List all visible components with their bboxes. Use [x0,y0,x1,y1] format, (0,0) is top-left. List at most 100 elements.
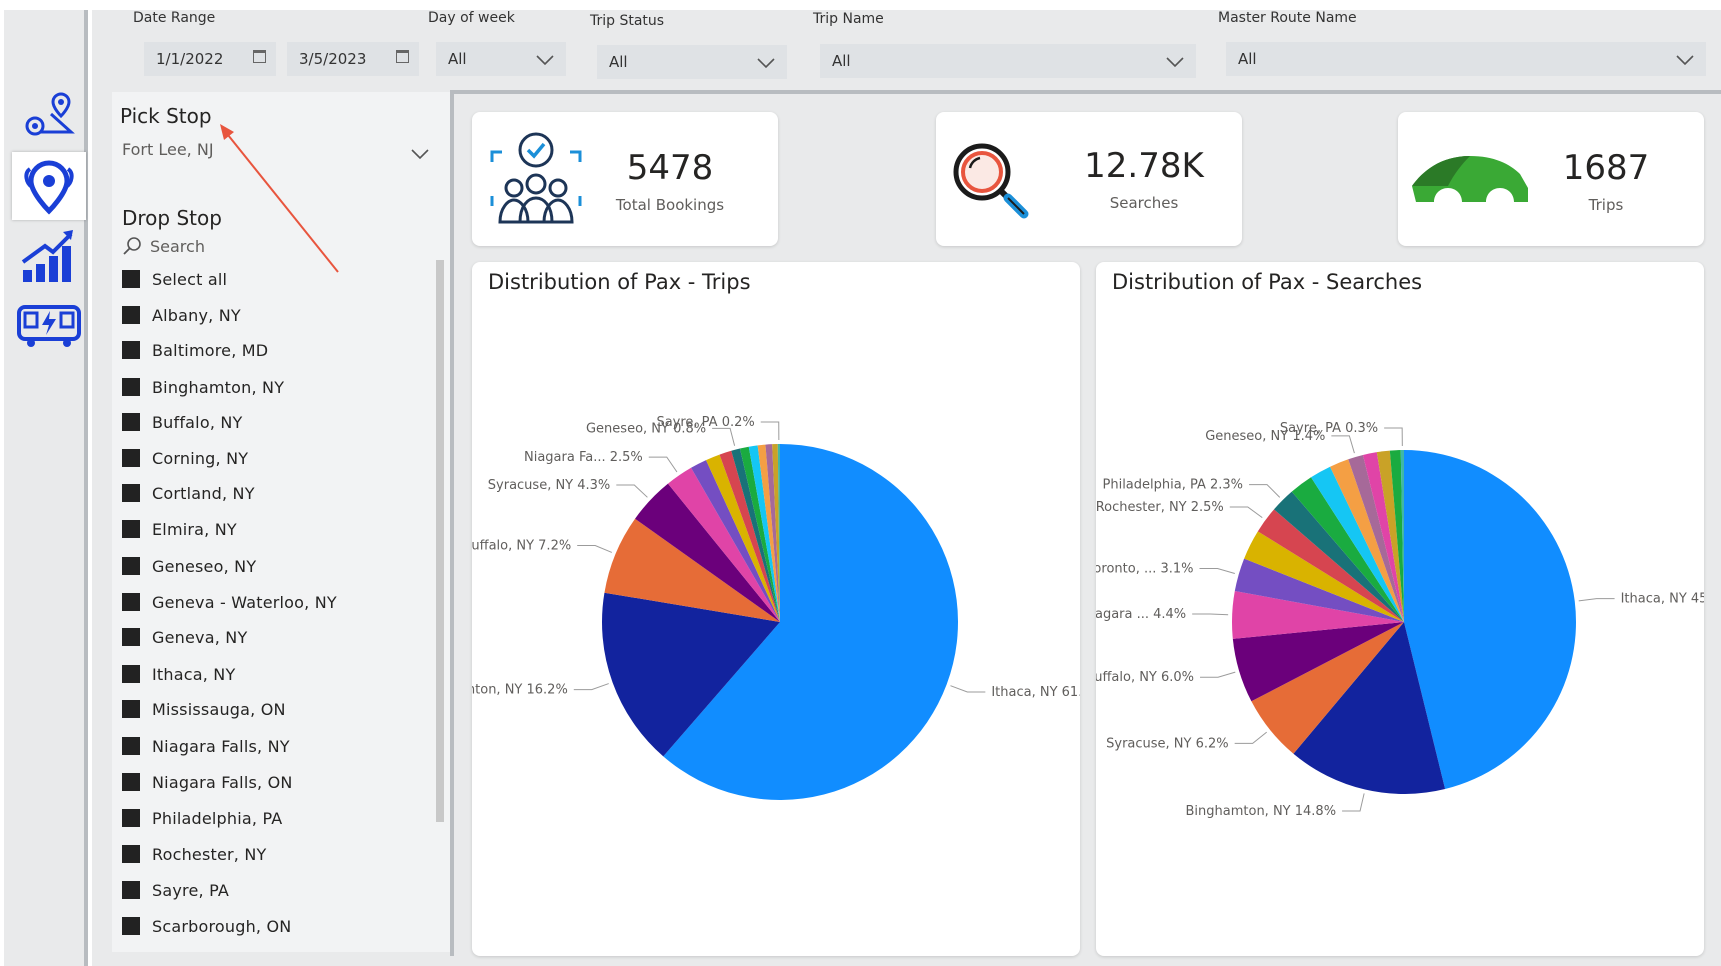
checkbox[interactable] [122,484,140,502]
pie-slice[interactable] [667,467,780,622]
scrollbar[interactable] [436,260,444,822]
pie-slice[interactable] [1348,454,1404,622]
pick-stop-dropdown[interactable]: Fort Lee, NJ [122,140,432,170]
trip-name-dropdown[interactable]: All [820,44,1196,78]
list-item[interactable]: Mississauga, ON [122,694,286,724]
pie-slice[interactable] [1251,622,1404,754]
list-item-label: Baltimore, MD [152,340,269,360]
checkbox[interactable] [122,306,140,324]
checkbox[interactable] [122,520,140,538]
pie-slice[interactable] [748,445,780,622]
list-item-label: Geneva - Waterloo, NY [152,592,337,612]
data-label: Syracuse, NY 4.3% [488,478,611,493]
trip-name-value: All [832,52,851,70]
list-item[interactable]: Scarborough, ON [122,911,291,941]
checkbox[interactable] [122,413,140,431]
pie-slice[interactable] [765,444,780,622]
pie-slice[interactable] [739,446,780,622]
kpi-card-trips: 1687 Trips [1398,112,1704,246]
nav-analytics-button[interactable] [12,222,86,290]
checkbox[interactable] [122,737,140,755]
list-item[interactable]: Albany, NY [122,300,241,330]
pie-slice[interactable] [1291,477,1404,622]
calendar-icon[interactable] [253,50,266,63]
list-item[interactable]: Geneva, NY [122,622,247,652]
list-item[interactable]: Binghamton, NY [122,372,284,402]
pie-slice[interactable] [777,444,780,622]
pie-slice[interactable] [1330,459,1404,622]
checkbox[interactable] [122,665,140,683]
pie-slice[interactable] [1232,622,1404,702]
trip-name-label: Trip Name [813,11,884,27]
pie-slice[interactable] [1362,452,1404,622]
data-label: Niagara Fa... 2.5% [524,450,643,465]
list-item[interactable]: Baltimore, MD [122,335,268,365]
data-label: Binghamton, NY 16.2% [472,683,568,698]
chevron-down-icon [757,58,775,69]
pie-slice[interactable] [772,444,780,622]
checkbox[interactable] [122,773,140,791]
checkbox[interactable] [122,378,140,396]
pie-slice[interactable] [1257,509,1404,622]
date-start-input[interactable]: 1/1/2022 [144,42,276,76]
list-item-label: Philadelphia, PA [152,808,283,828]
pie-slice[interactable] [691,460,780,622]
checkbox[interactable] [122,449,140,467]
pie-slice[interactable] [731,448,780,622]
list-item[interactable]: Rochester, NY [122,839,267,869]
nav-fleet-button[interactable] [12,292,86,360]
checkbox[interactable] [122,557,140,575]
pie-slice[interactable] [1311,466,1404,622]
chart-title: Distribution of Pax - Searches [1112,270,1423,294]
list-item[interactable]: Corning, NY [122,443,248,473]
pie-slice[interactable] [1376,450,1404,622]
pie-slice[interactable] [706,454,780,622]
checkbox[interactable] [122,809,140,827]
pie-slice[interactable] [602,592,780,757]
pie-slice[interactable] [1232,591,1404,639]
pie-slice[interactable] [635,483,780,622]
nav-locations-button[interactable] [12,152,86,220]
list-item[interactable]: Buffalo, NY [122,407,243,437]
data-label: Philadelphia, PA 2.3% [1103,478,1244,493]
checkbox[interactable] [122,341,140,359]
checkbox[interactable] [122,628,140,646]
magnifier-icon [953,143,1029,219]
list-item[interactable]: Sayre, PA [122,875,229,905]
pie-slice[interactable] [1400,450,1404,622]
checkbox[interactable] [122,700,140,718]
list-item[interactable]: Geneseo, NY [122,551,256,581]
checkbox[interactable] [122,845,140,863]
list-item[interactable]: Select all [122,264,227,294]
list-item-label: Scarborough, ON [152,916,292,936]
checkbox[interactable] [122,593,140,611]
date-end-input[interactable]: 3/5/2023 [287,42,419,76]
pie-slice[interactable] [757,444,780,622]
trip-status-dropdown[interactable]: All [597,45,787,79]
checkbox[interactable] [122,270,140,288]
nav-route-map-button[interactable] [12,82,86,150]
list-item[interactable]: Niagara Falls, ON [122,767,293,797]
list-item[interactable]: Cortland, NY [122,478,255,508]
day-of-week-dropdown[interactable]: All [436,42,566,76]
checkbox[interactable] [122,881,140,899]
list-item[interactable]: Philadelphia, PA [122,803,282,833]
pie-slice[interactable] [1244,531,1404,622]
checkbox[interactable] [122,917,140,935]
pie-slice[interactable] [1404,450,1576,790]
chevron-down-icon [1676,55,1694,66]
list-item[interactable]: Elmira, NY [122,514,237,544]
pie-slice[interactable] [1234,558,1404,622]
pie-slice[interactable] [719,450,780,622]
master-route-dropdown[interactable]: All [1226,42,1706,76]
list-item[interactable]: Geneva - Waterloo, NY [122,587,337,617]
list-item[interactable]: Ithaca, NY [122,659,235,689]
pie-slice[interactable] [1389,450,1404,622]
calendar-icon[interactable] [396,50,409,63]
pie-slice[interactable] [1274,491,1404,622]
drop-stop-search[interactable]: Search [122,234,432,258]
pie-slice[interactable] [663,444,958,800]
pie-slice[interactable] [1293,622,1446,794]
list-item[interactable]: Niagara Falls, NY [122,731,290,761]
pie-slice[interactable] [604,518,780,622]
